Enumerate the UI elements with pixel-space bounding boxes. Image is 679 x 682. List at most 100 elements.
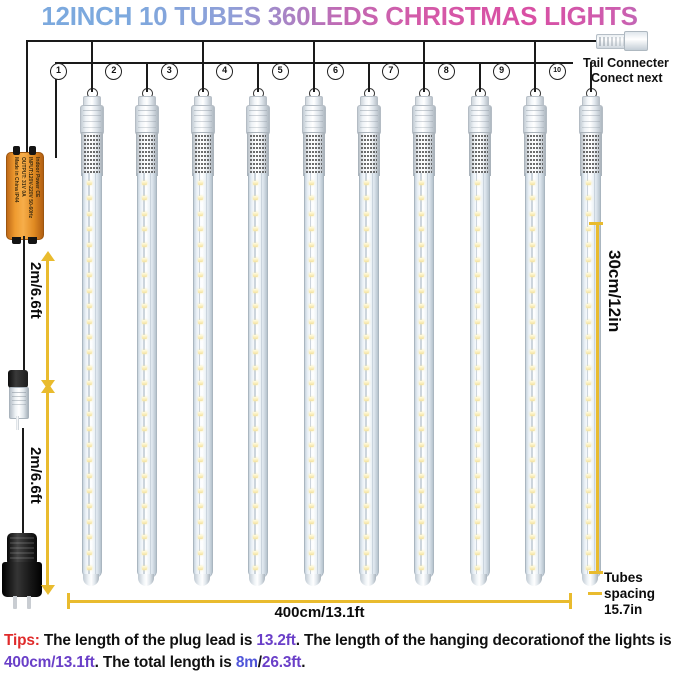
led-chip — [308, 550, 314, 555]
led-chip — [142, 427, 148, 432]
led-chip — [364, 473, 369, 478]
led-chip — [253, 196, 259, 201]
led-chip — [364, 504, 369, 509]
led-chip — [530, 365, 536, 370]
led-chip — [530, 335, 536, 339]
led-chip — [585, 489, 591, 493]
led-chip — [197, 489, 203, 493]
inline-connector-clear — [9, 387, 29, 419]
led-chip — [364, 211, 369, 216]
lead-lower-line — [46, 392, 49, 592]
led-chip — [530, 535, 536, 540]
led-chip — [308, 396, 314, 401]
led-chip — [142, 227, 148, 232]
led-chip — [585, 196, 591, 201]
tubes-spacing-line-1: Tubes — [604, 570, 643, 585]
tube-number-9: 9 — [493, 63, 511, 80]
led-chip — [87, 196, 92, 201]
led-chip — [364, 196, 369, 201]
tips-value-2: 400cm/13.1ft — [4, 654, 95, 671]
led-chip — [474, 211, 480, 216]
led-chip — [530, 242, 536, 247]
led-chip — [585, 319, 591, 324]
led-tube-5 — [298, 88, 328, 588]
led-chip — [197, 288, 203, 293]
led-chip — [419, 211, 425, 216]
led-chip — [197, 381, 203, 386]
led-strip — [415, 173, 433, 578]
led-chip — [364, 350, 369, 355]
led-chip — [197, 181, 203, 185]
led-chip — [585, 535, 591, 540]
lead-upper-arrow-up — [41, 251, 55, 261]
adapter-line-2: INPUT:120V-220V 50-60Hz — [27, 157, 33, 219]
led-chip — [197, 412, 203, 416]
led-chip — [585, 350, 591, 355]
led-chip — [142, 196, 148, 201]
led-chip — [253, 227, 259, 232]
tube-body — [525, 173, 546, 578]
tube-spec-sticker — [413, 132, 436, 176]
tube-body — [580, 173, 601, 578]
led-chip — [585, 304, 591, 309]
led-chip — [253, 258, 259, 262]
led-chip — [197, 196, 203, 201]
led-chip — [308, 211, 314, 216]
led-chip — [419, 442, 425, 447]
led-chip — [87, 458, 92, 463]
led-chip — [308, 273, 314, 278]
tube-collar — [190, 105, 215, 135]
tube-collar — [357, 105, 381, 135]
led-chip — [142, 242, 148, 247]
led-strip — [471, 173, 489, 578]
led-chip — [308, 335, 314, 339]
led-chip — [308, 365, 314, 370]
led-tube-1 — [76, 88, 106, 588]
led-chip — [197, 473, 203, 478]
led-chip — [364, 535, 369, 540]
drop-wire-6 — [368, 62, 370, 92]
led-chip — [364, 427, 369, 432]
led-chip — [142, 381, 148, 386]
led-chip — [585, 458, 591, 463]
drop-wire-3 — [201, 40, 204, 92]
led-chip — [142, 566, 148, 570]
led-chip — [419, 350, 425, 355]
top-wire-outer — [26, 40, 604, 42]
led-chip — [197, 535, 203, 540]
led-chip — [197, 458, 203, 463]
led-chip — [364, 489, 369, 493]
plug-cord — [22, 428, 24, 536]
led-chip — [308, 519, 314, 524]
led-chip — [142, 550, 148, 555]
led-chip — [142, 442, 148, 447]
led-chip — [419, 319, 425, 324]
tube-number-3: 3 — [160, 63, 178, 80]
led-chip — [474, 504, 480, 509]
led-chip — [308, 181, 314, 185]
led-chip — [308, 489, 314, 493]
tube-spec-sticker — [302, 132, 325, 176]
led-chip — [142, 350, 148, 355]
led-chip — [364, 381, 369, 386]
led-chip — [308, 288, 314, 293]
led-chip — [197, 335, 203, 339]
led-chip — [530, 427, 536, 432]
led-chip — [142, 288, 148, 293]
led-chip — [308, 242, 314, 247]
led-chip — [87, 258, 92, 262]
led-chip — [142, 319, 148, 324]
led-chip — [87, 473, 92, 478]
tips-slash: / — [257, 654, 262, 671]
adapter-line-1: Indoor Power CE — [34, 157, 40, 198]
led-chip — [364, 335, 369, 339]
led-chip — [87, 566, 92, 570]
led-chip — [474, 304, 480, 309]
led-chip — [364, 365, 369, 370]
led-chip — [530, 304, 536, 309]
tail-connector-line-2: Conect next — [591, 71, 663, 85]
led-chip — [530, 550, 536, 555]
plug-prong-left — [13, 596, 17, 609]
drop-wire-7 — [423, 40, 426, 92]
led-chip — [530, 211, 536, 216]
